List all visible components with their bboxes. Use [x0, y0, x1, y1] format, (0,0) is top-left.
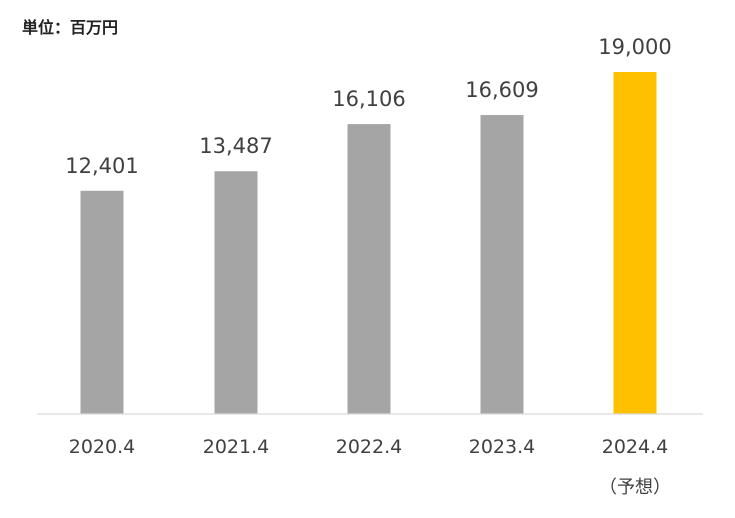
bar-2020.4 [80, 190, 124, 414]
data-label-2020.4: 12,401 [65, 154, 138, 178]
x-tick-label-2020.4: 2020.4 [69, 436, 135, 458]
x-tick-note-2024.4: （予想） [599, 477, 671, 498]
data-label-2021.4: 13,487 [199, 134, 272, 158]
data-label-2022.4: 16,106 [332, 87, 405, 111]
unit-label: 単位：百万円 [22, 18, 118, 37]
bar-2022.4 [347, 124, 391, 414]
bar-2021.4 [214, 171, 258, 414]
x-tick-label-2024.4: 2024.4 [602, 436, 668, 458]
bar-2023.4 [480, 115, 524, 415]
bars-group [80, 72, 657, 415]
value-labels-group: 12,401 13,487 16,106 16,609 19,000 [65, 35, 671, 178]
x-tick-label-2023.4: 2023.4 [469, 436, 535, 458]
data-label-2023.4: 16,609 [465, 78, 538, 102]
x-tick-labels-group: 2020.4 2021.4 2022.4 2023.4 2024.4 （予想） [69, 436, 671, 498]
x-tick-label-2022.4: 2022.4 [336, 436, 402, 458]
x-tick-label-2021.4: 2021.4 [203, 436, 269, 458]
data-label-2024.4: 19,000 [598, 35, 671, 59]
bar-2024.4 [613, 72, 657, 414]
